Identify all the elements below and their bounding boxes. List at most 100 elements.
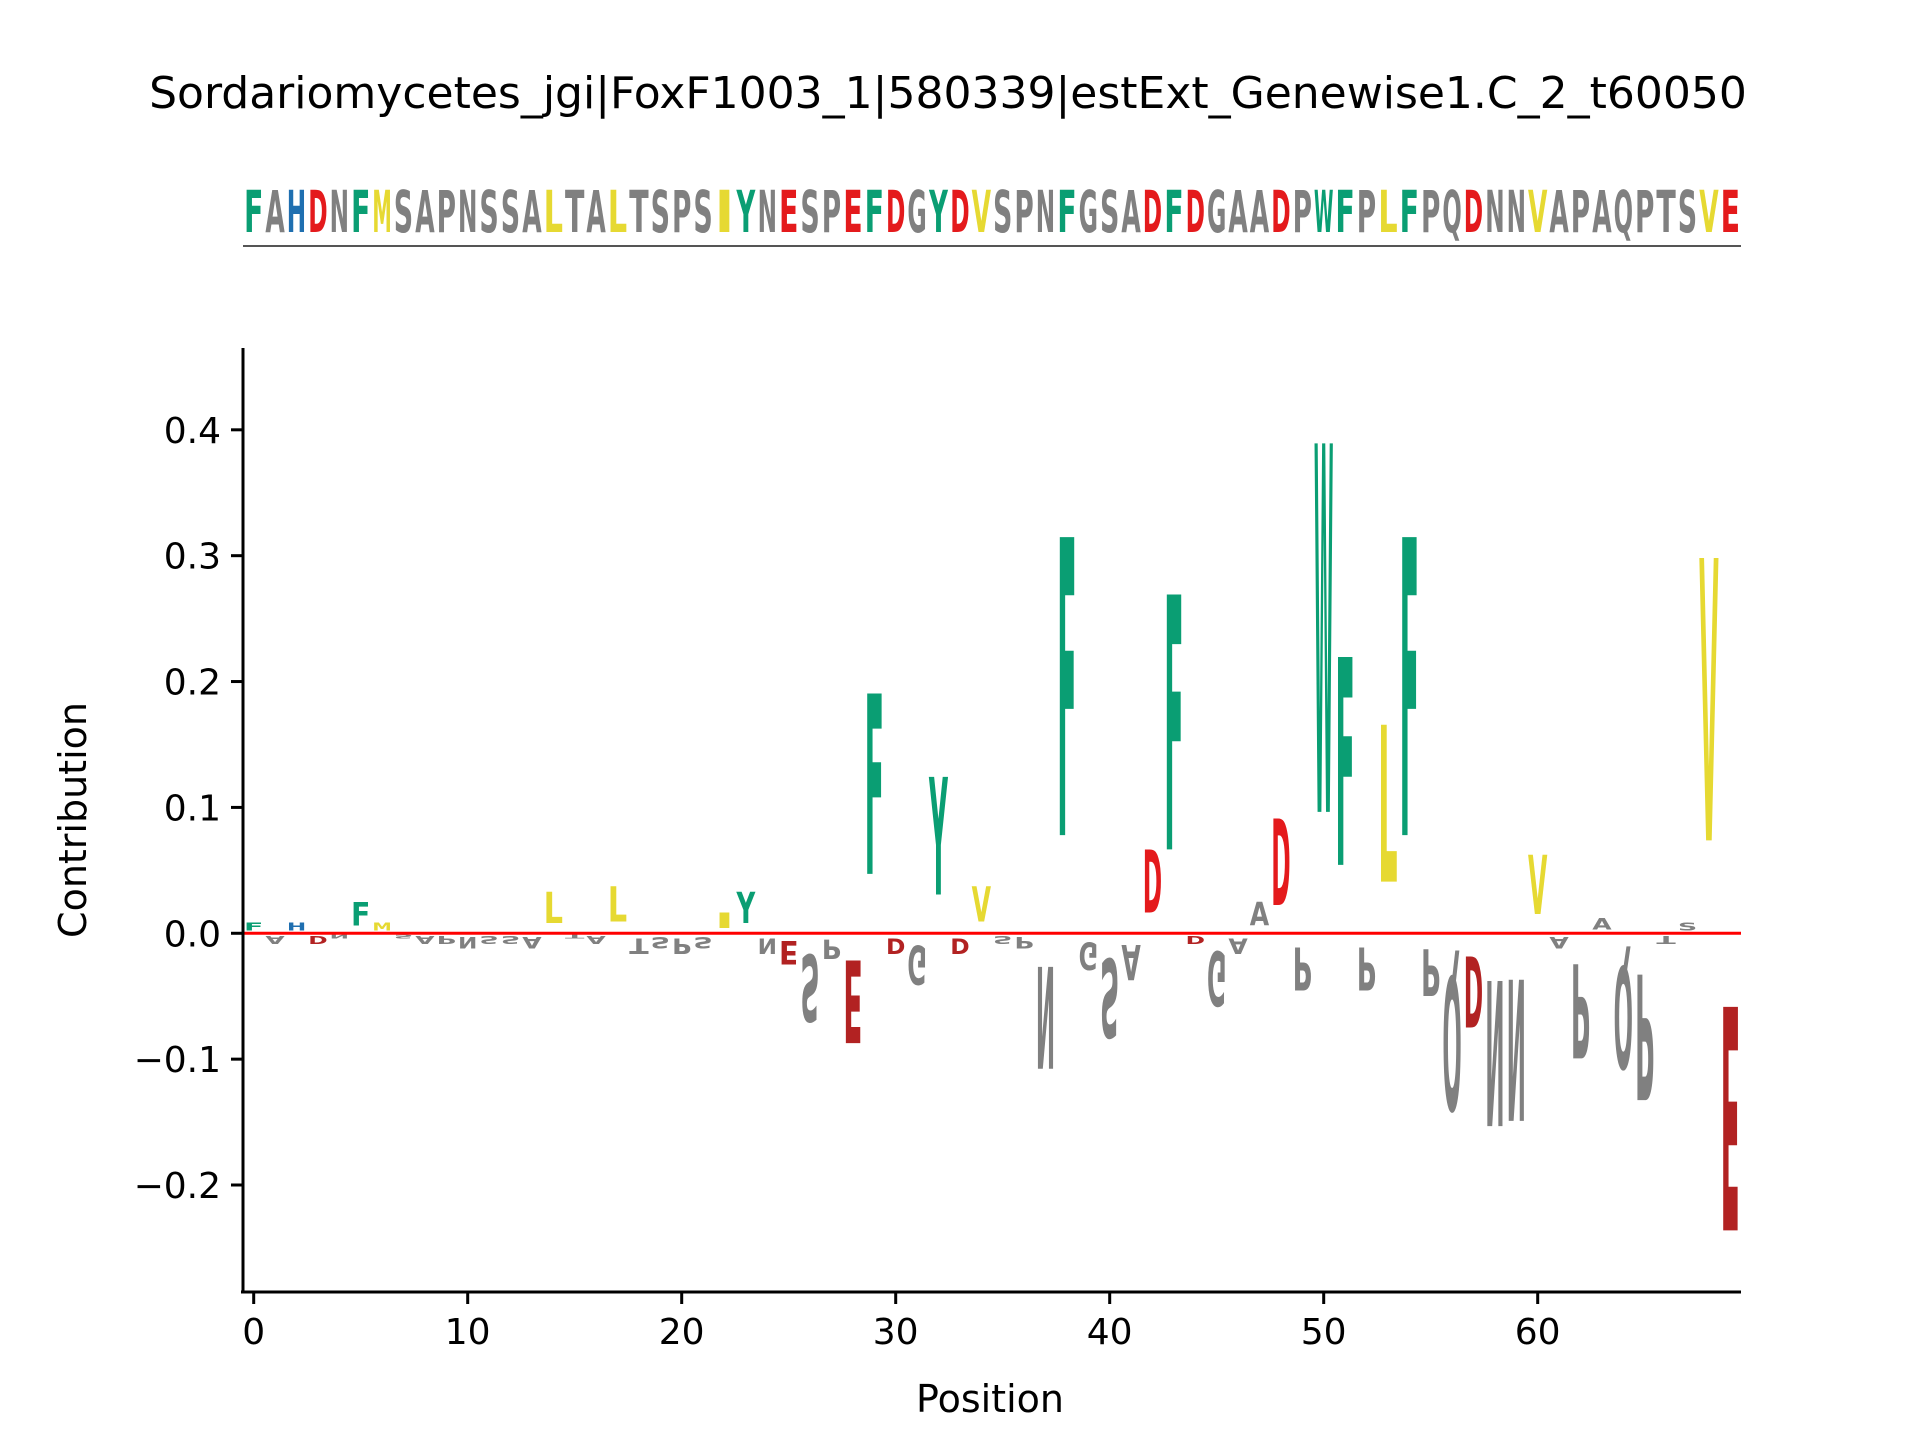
- sequence-letter: N: [758, 180, 777, 247]
- sequence-letter: G: [1079, 180, 1098, 247]
- contribution-letter: S: [651, 933, 670, 952]
- x-tick-label: 60: [1515, 1312, 1561, 1353]
- sequence-letter: S: [693, 178, 712, 246]
- contribution-letter: S: [993, 933, 1012, 946]
- contribution-letter: I: [715, 909, 734, 934]
- contribution-letter: F: [865, 645, 884, 933]
- contribution-letter: A: [1250, 895, 1270, 933]
- contribution-letter: N: [330, 933, 349, 939]
- contribution-letter: N: [1485, 933, 1504, 1165]
- sequence-letter: P: [1293, 178, 1312, 246]
- contribution-letter: D: [1143, 832, 1162, 933]
- x-ticks: 0 10 20 30 40 50 60: [242, 1292, 1561, 1353]
- contribution-letter: Q: [1442, 934, 1461, 1147]
- sequence-letter: A: [522, 178, 542, 247]
- contribution-letter: V: [1528, 841, 1547, 934]
- sequence-letter: P: [1357, 178, 1376, 246]
- sequence-letter: P: [437, 178, 456, 246]
- sequence-letter: A: [265, 178, 285, 247]
- sequence-letter: G: [907, 180, 926, 247]
- contribution-letter: N: [1507, 933, 1526, 1159]
- sequence-letter: P: [1571, 178, 1590, 246]
- sequence-letter: Q: [1442, 179, 1461, 246]
- contribution-letter: S: [394, 933, 413, 939]
- sequence-letter: N: [1036, 180, 1055, 247]
- sequence-letter: P: [1014, 178, 1033, 246]
- sequence-letter: A: [1549, 178, 1569, 247]
- contribution-letter: E: [779, 933, 798, 970]
- contribution-letter: S: [501, 933, 520, 946]
- sequence-letter: N: [1485, 180, 1504, 247]
- contribution-letter: T: [1656, 933, 1676, 946]
- sequence-letter: V: [972, 178, 992, 247]
- contribution-letter: A: [1549, 933, 1569, 952]
- sequence-letter: D: [950, 180, 969, 247]
- sequence-letter: A: [1592, 178, 1612, 247]
- y-tick-label: 0.0: [164, 914, 221, 955]
- x-tick-label: 10: [445, 1312, 491, 1353]
- sequence-letter: F: [1335, 179, 1354, 246]
- contribution-letter: P: [437, 933, 456, 946]
- sequence-letter: P: [1421, 178, 1440, 246]
- contribution-letter: D: [886, 933, 905, 958]
- sequence-letter: D: [1186, 180, 1205, 247]
- sequence-letter: Q: [1614, 179, 1633, 246]
- sequence-letter: F: [865, 179, 884, 246]
- y-ticks: −0.2 −0.1 0.0 0.1 0.2 0.3 0.4: [134, 411, 243, 1207]
- contribution-letter: D: [1464, 933, 1483, 1046]
- contribution-letter: F: [244, 921, 263, 934]
- contribution-letter: D: [950, 933, 969, 958]
- contribution-letter: F: [1335, 600, 1354, 932]
- sequence-letter: E: [1721, 179, 1740, 246]
- x-axis-title: Position: [916, 1377, 1064, 1421]
- sequence-letter: N: [458, 180, 477, 247]
- sequence-letter: G: [1207, 180, 1226, 247]
- sequence-letter: E: [779, 179, 798, 246]
- contribution-letter: A: [1121, 932, 1141, 989]
- contribution-letter: A: [415, 933, 434, 946]
- contribution-letter: S: [1100, 933, 1119, 1058]
- chart-title: Sordariomycetes_jgi|FoxF1003_1|580339|es…: [149, 68, 1747, 119]
- contribution-letter: A: [265, 933, 284, 946]
- contribution-letter: Q: [1614, 933, 1633, 1096]
- sequence-letter: D: [1143, 180, 1162, 247]
- contribution-letter: F: [1057, 457, 1076, 932]
- contribution-letter: G: [1079, 933, 1098, 976]
- sequence-letter: S: [651, 178, 670, 246]
- contribution-letter: T: [565, 933, 584, 939]
- axes: [241, 348, 1741, 1294]
- x-tick-label: 50: [1301, 1312, 1347, 1353]
- sequence-letter: F: [1400, 179, 1419, 246]
- y-axis-title: Contribution: [51, 702, 95, 938]
- contribution-letter: P: [822, 933, 841, 964]
- sequence-letter: T: [565, 179, 584, 246]
- contribution-letter: F: [1400, 457, 1419, 932]
- contribution-letter: Y: [929, 747, 948, 934]
- contribution-letter: W: [1314, 344, 1333, 932]
- sequence-letter: P: [1635, 178, 1654, 246]
- contribution-letter: M: [372, 920, 391, 933]
- contribution-letter: D: [308, 933, 327, 945]
- sequence-letter: L: [544, 178, 563, 246]
- contribution-letter: A: [522, 933, 542, 952]
- contribution-letter: L: [544, 883, 563, 934]
- sequence-letter: M: [372, 180, 391, 247]
- sequence-letter: A: [1250, 178, 1270, 247]
- y-tick-label: 0.1: [164, 788, 221, 829]
- contribution-letter: N: [1036, 933, 1055, 1096]
- sequence-letter: S: [394, 178, 413, 246]
- contribution-letter: F: [351, 897, 370, 934]
- contribution-letter: G: [1207, 932, 1226, 1020]
- contribution-letter: E: [843, 933, 862, 1063]
- contribution-letter: A: [586, 933, 605, 946]
- sequence-letter: F: [351, 179, 370, 246]
- contribution-letter: L: [1378, 683, 1397, 934]
- sequence-letter: N: [1507, 180, 1526, 247]
- y-tick-label: −0.2: [134, 1166, 221, 1207]
- contribution-letter: D: [1271, 797, 1290, 934]
- x-tick-label: 20: [659, 1312, 705, 1353]
- contribution-letter: F: [1164, 527, 1183, 933]
- sequence-letter: S: [501, 178, 520, 246]
- sequence-letter: P: [822, 178, 841, 246]
